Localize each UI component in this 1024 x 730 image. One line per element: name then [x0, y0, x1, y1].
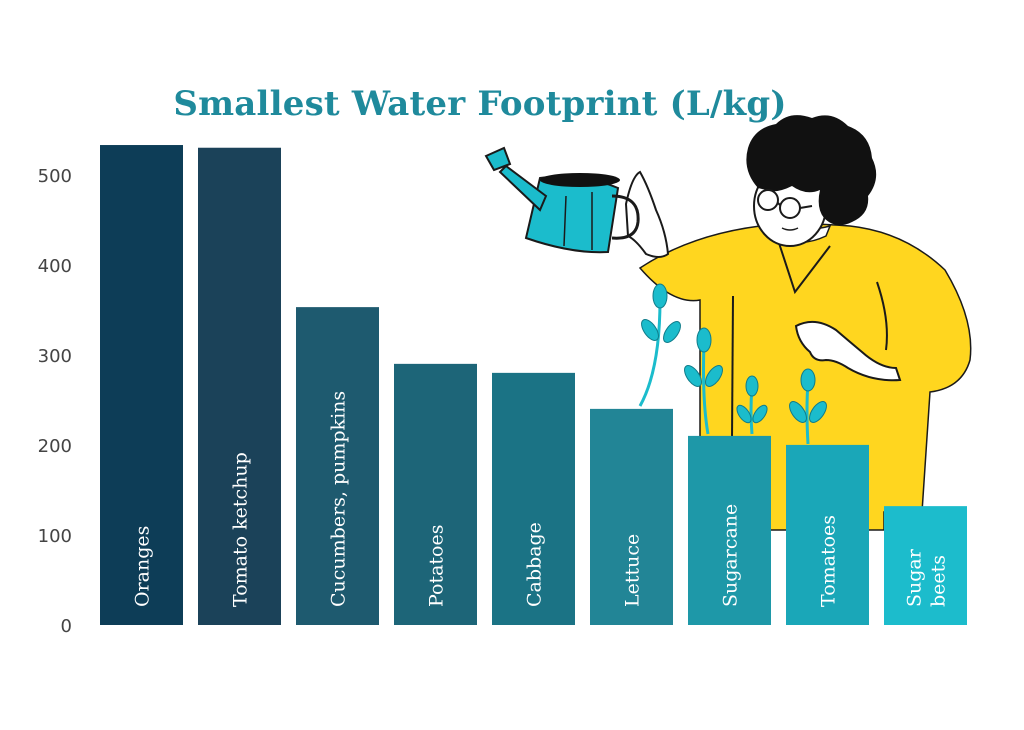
bar-label: Tomato ketchup [230, 452, 252, 607]
bar-label: Cucumbers, pumpkins [328, 391, 350, 607]
plant-sprouts [638, 283, 827, 445]
bar [688, 435, 771, 625]
y-tick-label: 200 [38, 436, 72, 457]
y-tick-label: 400 [38, 256, 72, 277]
gardener-hand [794, 320, 902, 382]
bar-label: Sugar beets [904, 548, 950, 607]
bar-label: Lettuce [622, 534, 644, 607]
watering-can-icon [484, 146, 640, 254]
bar [394, 363, 477, 625]
gardener-hair [746, 115, 877, 226]
y-tick-label: 100 [38, 526, 72, 547]
bar-label: Cabbage [524, 522, 546, 607]
bar-label: Oranges [132, 526, 154, 607]
y-axis: 0 100 200 300 400 500 [38, 166, 72, 637]
bar [590, 408, 673, 625]
bar [884, 506, 967, 625]
bar-label: Tomatoes [818, 515, 840, 607]
bar [296, 307, 379, 625]
bar [100, 145, 183, 625]
bar [492, 372, 575, 625]
y-tick-label: 500 [38, 166, 72, 187]
y-tick-label: 0 [61, 616, 72, 637]
y-tick-label: 300 [38, 346, 72, 367]
bar-label: Potatoes [426, 525, 448, 608]
bar [786, 444, 869, 625]
bars-group: Oranges Tomato ketchup Cucumbers, pumpkins… [100, 145, 967, 626]
bar-label: Sugarcane [720, 504, 742, 607]
chart-title: Smallest Water Footprint (L/kg) [173, 84, 787, 124]
bar [198, 147, 281, 626]
